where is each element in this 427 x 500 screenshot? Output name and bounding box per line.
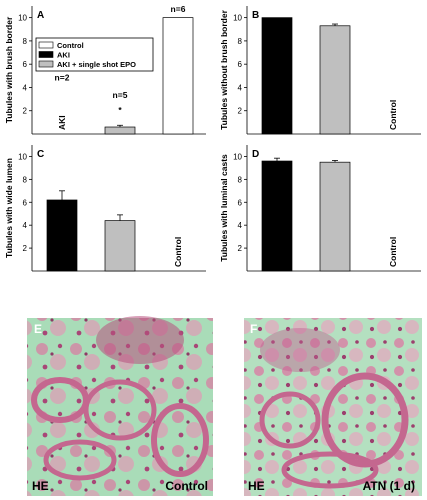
y-tick-label-d: 8 <box>238 175 243 184</box>
bar-d-0 <box>261 160 293 272</box>
count-label-a-0: n=2 <box>55 72 70 82</box>
legend: Control AKI AKI + single shot EPO <box>35 37 154 72</box>
legend-label-aki: AKI <box>57 51 70 60</box>
bar-label-a-0: AKI <box>57 115 67 130</box>
y-tick-label-c: 6 <box>23 198 28 207</box>
y-tick-label-b: 4 <box>238 83 243 92</box>
y-tick-label-d: 4 <box>238 221 243 230</box>
condition-label-e: Control <box>165 479 208 493</box>
y-tick-label-b: 8 <box>238 37 243 46</box>
bar-label-c-2: Control <box>173 237 183 267</box>
panel-label-e: E <box>34 322 42 336</box>
y-tick-label-c: 8 <box>23 175 28 184</box>
y-tick-label-a: 8 <box>23 37 28 46</box>
bar-label-b-2: Control <box>388 100 398 130</box>
legend-swatch-aki-epo <box>38 60 54 68</box>
count-label-a-1: n=5 <box>113 90 128 100</box>
y-tick-label-c: 10 <box>18 152 27 161</box>
bar-b-0 <box>261 17 293 135</box>
legend-swatch-control <box>38 41 54 49</box>
panel-c-chart: 2 4 6 8 10 Tubules with wide lumen C Control <box>4 145 206 272</box>
y-tick-label-d: 6 <box>238 198 243 207</box>
bar-a-2 <box>162 17 194 135</box>
legend-label-aki-epo: AKI + single shot EPO <box>57 60 136 69</box>
y-axis-label-d: Tubules with luminal casts <box>219 154 229 262</box>
bar-c-0 <box>46 199 78 272</box>
panel-a-chart: 2 4 6 8 10 Tubules with brush border A AKI n=2 n=… <box>4 4 206 135</box>
legend-label-control: Control <box>57 41 84 50</box>
legend-swatch-aki <box>38 51 54 58</box>
panel-letter-b: B <box>252 10 259 21</box>
y-tick-label-a: 6 <box>23 60 28 69</box>
y-tick-label-c: 2 <box>23 244 28 253</box>
y-tick-label-a: 4 <box>23 83 28 92</box>
y-tick-label-a: 2 <box>23 107 28 116</box>
panel-letter-c: C <box>37 149 44 160</box>
panel-label-f: F <box>250 322 257 336</box>
stain-label-e: HE <box>32 479 49 493</box>
micrograph-e: E HE Control <box>27 316 213 496</box>
micrograph-f: F HE ATN (1 d) <box>244 318 422 496</box>
significance-marker-a-1: * <box>118 105 122 115</box>
y-tick-label-c: 4 <box>23 221 28 230</box>
y-tick-label-d: 2 <box>238 244 243 253</box>
panel-letter-d: D <box>252 149 259 160</box>
bar-a-1 <box>104 126 136 135</box>
bar-b-1 <box>319 25 351 135</box>
y-tick-label-d: 10 <box>233 152 242 161</box>
y-axis-label-c: Tubules with wide lumen <box>4 158 14 258</box>
panel-letter-a: A <box>37 10 44 21</box>
y-axis-label-a: Tubules with brush border <box>4 16 14 123</box>
y-tick-label-b: 10 <box>233 14 242 23</box>
y-tick-label-b: 6 <box>238 60 243 69</box>
y-tick-label-a: 10 <box>18 14 27 23</box>
bar-c-1 <box>104 220 136 272</box>
panel-d-chart: 2 4 6 8 10 Tubules with luminal casts D Control <box>219 145 421 272</box>
bar-d-1 <box>319 161 351 272</box>
condition-label-f: ATN (1 d) <box>363 479 415 493</box>
panel-b-chart: 2 4 6 8 10 Tubules without brush border B Contr… <box>219 6 421 135</box>
stain-label-f: HE <box>248 479 265 493</box>
bar-label-d-2: Control <box>388 237 398 267</box>
y-axis-label-b: Tubules without brush border <box>219 9 229 129</box>
count-label-a-2: n=6 <box>171 4 186 14</box>
y-tick-label-b: 2 <box>238 107 243 116</box>
